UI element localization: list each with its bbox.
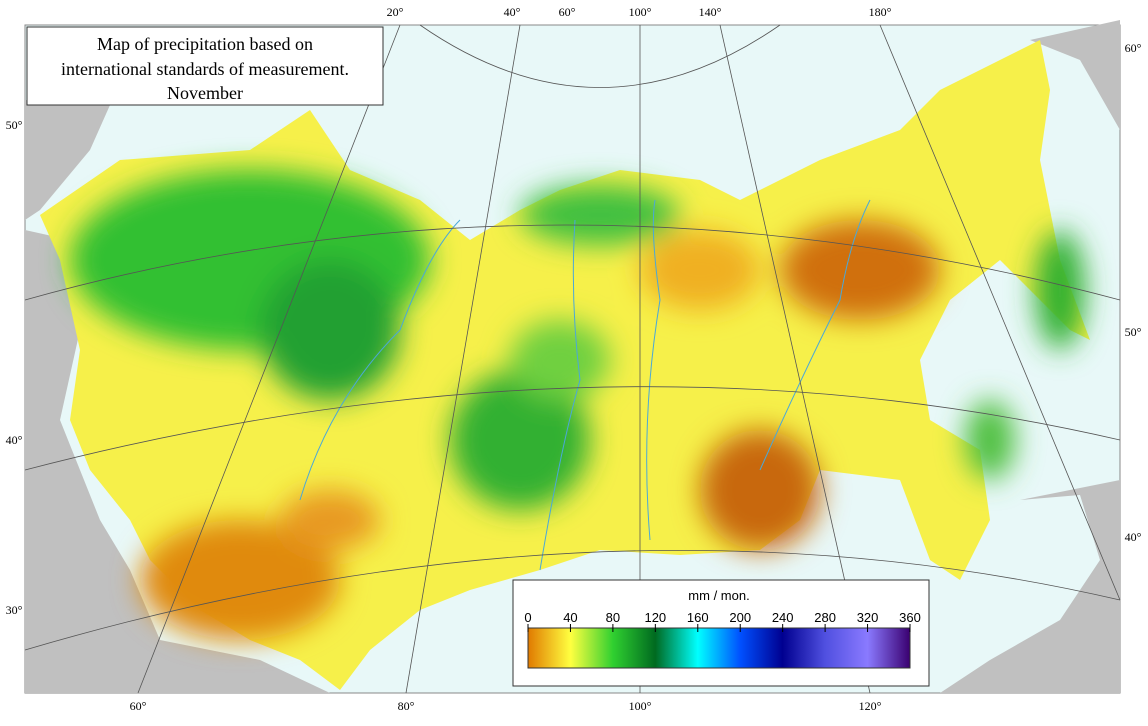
legend-tick-label: 0 (524, 610, 531, 625)
legend-tick-label: 40 (563, 610, 577, 625)
legend-tick-label: 200 (729, 610, 751, 625)
graticule-label: 40° (1125, 530, 1142, 544)
graticule-labels: 20° 40° 60° 100° 140° 180° 50° 40° 30° 60° 50° 40° 6… (6, 5, 1142, 713)
graticule-label: 80° (398, 699, 415, 713)
graticule-label: 20° (387, 5, 404, 19)
graticule-label: 140° (699, 5, 722, 19)
title-box (26, 26, 384, 106)
graticule-label: 60° (130, 699, 147, 713)
graticule-label: 100° (629, 699, 652, 713)
graticule-label: 40° (504, 5, 521, 19)
graticule (24, 24, 1121, 694)
graticule-label: 120° (859, 699, 882, 713)
legend-tick-label: 360 (899, 610, 921, 625)
graticule-label: 180° (869, 5, 892, 19)
title-line: Map of precipitation based on (97, 34, 313, 54)
title-line: international standards of measurement. (61, 59, 349, 79)
graticule-label: 50° (1125, 325, 1142, 339)
graticule-label: 60° (559, 5, 576, 19)
neighbor-land (25, 20, 1120, 693)
legend-tick-label: 80 (606, 610, 620, 625)
rivers (299, 199, 871, 571)
graticule-label: 100° (629, 5, 652, 19)
legend-tick-label: 120 (644, 610, 666, 625)
legend-colorbar (527, 627, 911, 669)
graticule-label: 50° (6, 118, 23, 132)
legend-unit: mm / mon. (688, 588, 749, 603)
graticule-label: 30° (6, 603, 23, 617)
title-line: November (167, 83, 243, 103)
graticule-label: 40° (6, 433, 23, 447)
legend-tick-label: 280 (814, 610, 836, 625)
legend-tick-label: 240 (772, 610, 794, 625)
legend-tick-label: 320 (857, 610, 879, 625)
graticule-label: 60° (1125, 41, 1142, 55)
legend-tick-label: 160 (687, 610, 709, 625)
precipitation-field (40, 40, 1090, 690)
